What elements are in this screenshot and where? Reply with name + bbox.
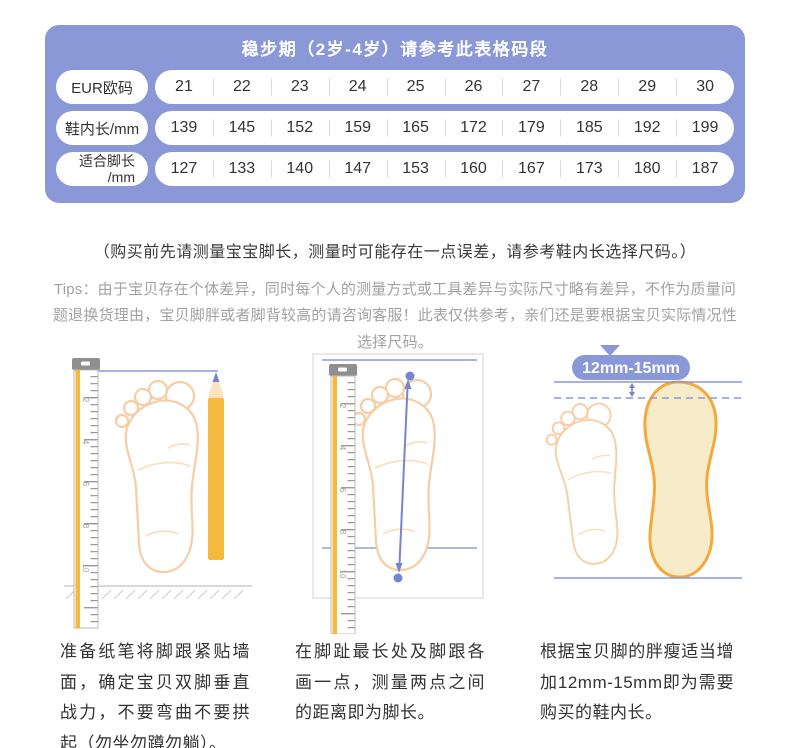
ruler-number: 4: [338, 446, 347, 451]
heel-dot: [393, 573, 403, 583]
table-cell: 180: [618, 152, 676, 186]
foot-icon: [545, 402, 619, 565]
ruler-icon: 2 4 6 8 10: [72, 358, 100, 629]
ruler-number: 2: [338, 404, 347, 409]
table-row-inner-length: 鞋内长/mm 139 145 152 159 165 172 179 185 1…: [56, 111, 734, 145]
table-cell: 26: [445, 70, 503, 104]
illustration-foot-vs-insole: 12mm-15mm: [545, 345, 742, 579]
table-cell: 179: [502, 111, 560, 145]
row-label-foot-length: 适合脚长 /mm: [56, 152, 148, 186]
table-cell: 152: [271, 111, 329, 145]
measure-points-arrow: [393, 371, 415, 583]
insole-icon: [643, 380, 718, 579]
table-cell: 127: [170, 160, 198, 177]
badge-label: 12mm-15mm: [582, 360, 680, 377]
step-caption: 在脚趾最长处及脚跟各画一点，测量两点之间的距离即为脚长。: [295, 642, 485, 723]
table-cell: 30: [676, 70, 734, 104]
table-cell: 133: [213, 152, 271, 186]
allowance-badge: 12mm-15mm: [572, 345, 690, 380]
table-cell: 29: [618, 70, 676, 104]
step-add-allowance: 12mm-15mm: [540, 345, 748, 729]
table-row-eur: EUR欧码 21 22 23 24 25 26 27 28 29 30: [56, 70, 734, 104]
table-cell: 192: [618, 111, 676, 145]
table-cell: 160: [445, 152, 503, 186]
gap-arrow: [629, 383, 635, 397]
size-table-panel: 稳步期（2岁-4岁）请参考此表格码段 EUR欧码 21 22 23 24 25 …: [45, 25, 745, 203]
pencil-icon: [208, 372, 224, 560]
table-cell: 165: [387, 111, 445, 145]
table-cell: 139: [170, 119, 198, 136]
ruler-number: 6: [81, 482, 90, 487]
foot-icon: [114, 379, 199, 574]
table-cell: 145: [213, 111, 271, 145]
table-cell: 24: [329, 70, 387, 104]
row-values-foot-length: 127 133 140 147 153 160 167 173 180 187: [155, 152, 734, 186]
table-row-foot-length: 适合脚长 /mm 127 133 140 147 153 160 167 173…: [56, 152, 734, 186]
table-cell: 185: [560, 111, 618, 145]
purchase-note: （购买前先请测量宝宝脚长，测量时可能存在一点误差，请参考鞋内长选择尺码。）: [93, 244, 697, 261]
step-mark-points: 2 4 6 8 10 在脚趾最长处及脚跟各画一点，测量两点之间的距离即为脚长。: [295, 352, 495, 729]
illustration-foot-ruler-pencil: 2 4 6 8 10: [64, 358, 252, 629]
row-values-eur: 21 22 23 24 25 26 27 28 29 30: [155, 70, 734, 104]
table-cell: 27: [502, 70, 560, 104]
row-label-eur: EUR欧码: [56, 70, 148, 104]
table-cell: 173: [560, 152, 618, 186]
table-cell: 153: [387, 152, 445, 186]
table-cell: 199: [676, 111, 734, 145]
ruler-number: 4: [81, 440, 90, 445]
ruler-number: 10: [338, 570, 347, 579]
toe-dot: [405, 371, 415, 381]
table-cell: 22: [213, 70, 271, 104]
step-caption: 根据宝贝脚的胖瘦适当增加12mm-15mm即为需要购买的鞋内长。: [540, 642, 734, 723]
table-cell: 23: [271, 70, 329, 104]
table-cell: 21: [175, 78, 193, 95]
table-cell: 167: [502, 152, 560, 186]
ruler-icon: 2 4 6 8 10: [329, 364, 357, 634]
ruler-number: 6: [338, 488, 347, 493]
ruler-number: 8: [81, 524, 90, 529]
foot-icon: [351, 377, 436, 572]
ruler-number: 8: [338, 530, 347, 535]
badge-pointer-icon: [600, 345, 620, 356]
ruler-number: 2: [81, 398, 90, 403]
panel-title: 稳步期（2岁-4岁）请参考此表格码段: [241, 40, 549, 59]
illustration-foot-on-paper: 2 4 6 8 10: [312, 353, 484, 634]
row-label-inner-length: 鞋内长/mm: [56, 111, 148, 145]
table-cell: 159: [329, 111, 387, 145]
table-cell: 187: [676, 152, 734, 186]
table-cell: 25: [387, 70, 445, 104]
ruler-number: 10: [81, 564, 90, 573]
table-cell: 147: [329, 152, 387, 186]
table-cell: 172: [445, 111, 503, 145]
tips-note: Tips：由于宝贝存在个体差异，同时每个人的测量方式或工具差异与实际尺寸略有差异…: [52, 281, 737, 351]
table-cell: 140: [271, 152, 329, 186]
row-values-inner-length: 139 145 152 159 165 172 179 185 192 199: [155, 111, 734, 145]
table-cell: 28: [560, 70, 618, 104]
step-measure-setup: 2 4 6 8 10 准备纸笔将脚跟紧贴墙面，确定宝贝双脚垂直战力，不要弯曲不要…: [60, 352, 256, 748]
step-caption: 准备纸笔将脚跟紧贴墙面，确定宝贝双脚垂直战力，不要弯曲不要拱起（勿坐勿蹲勿躺）。: [60, 642, 250, 748]
